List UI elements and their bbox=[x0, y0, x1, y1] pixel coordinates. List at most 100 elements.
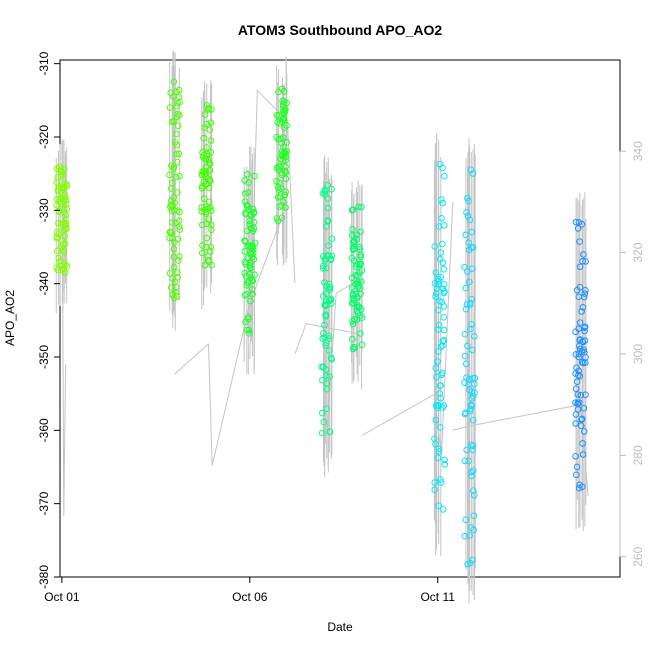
data-point bbox=[205, 198, 213, 206]
data-point bbox=[199, 242, 206, 249]
data-point bbox=[575, 371, 582, 379]
data-point bbox=[241, 237, 248, 244]
data-point bbox=[166, 234, 173, 242]
data-point bbox=[323, 302, 330, 309]
data-point bbox=[572, 328, 579, 336]
data-point bbox=[439, 506, 447, 513]
data-point bbox=[468, 441, 475, 449]
data-point bbox=[55, 208, 63, 215]
data-point bbox=[436, 255, 444, 263]
data-point bbox=[208, 106, 215, 113]
data-point bbox=[326, 283, 334, 291]
data-point bbox=[324, 181, 332, 189]
data-point bbox=[436, 297, 444, 305]
data-point bbox=[439, 199, 447, 207]
data-point bbox=[319, 409, 326, 417]
data-point bbox=[282, 157, 290, 164]
data-point bbox=[207, 243, 215, 251]
data-point bbox=[319, 265, 327, 272]
data-point bbox=[245, 179, 252, 186]
secondary-series-line bbox=[294, 323, 359, 355]
data-point bbox=[462, 409, 469, 417]
data-point bbox=[466, 386, 473, 394]
data-point bbox=[166, 171, 173, 179]
data-point bbox=[579, 304, 587, 311]
data-point bbox=[572, 453, 579, 460]
data-point bbox=[173, 292, 180, 300]
data-point bbox=[349, 292, 357, 299]
data-point bbox=[250, 256, 258, 263]
data-point bbox=[466, 278, 473, 286]
data-point bbox=[580, 251, 587, 258]
data-point bbox=[432, 364, 440, 372]
data-point bbox=[462, 231, 470, 239]
data-point bbox=[169, 180, 176, 187]
data-point bbox=[275, 136, 282, 143]
data-point bbox=[173, 130, 180, 138]
data-point bbox=[328, 252, 336, 260]
data-point bbox=[244, 254, 252, 262]
data-point bbox=[173, 113, 181, 121]
data-point bbox=[249, 249, 257, 256]
data-point bbox=[432, 416, 440, 424]
y-tick-label: -360 bbox=[37, 418, 51, 442]
data-point bbox=[201, 261, 209, 269]
data-point bbox=[277, 135, 285, 143]
data-point bbox=[168, 207, 175, 214]
data-point bbox=[434, 326, 442, 333]
data-point bbox=[461, 532, 469, 540]
data-point bbox=[467, 559, 474, 567]
data-point bbox=[205, 156, 213, 164]
data-point bbox=[203, 234, 211, 242]
data-point bbox=[327, 296, 334, 304]
data-point bbox=[573, 463, 581, 471]
data-point bbox=[175, 257, 182, 264]
data-point bbox=[321, 321, 328, 329]
data-point bbox=[203, 144, 210, 151]
data-point bbox=[355, 203, 362, 211]
data-point bbox=[249, 227, 257, 235]
data-point bbox=[176, 208, 183, 216]
data-point bbox=[275, 166, 283, 173]
data-point bbox=[244, 313, 252, 321]
data-point bbox=[280, 88, 288, 95]
data-point bbox=[432, 440, 439, 448]
data-point bbox=[55, 230, 63, 238]
data-point bbox=[56, 195, 64, 202]
data-point bbox=[352, 290, 360, 298]
data-point bbox=[576, 336, 584, 343]
data-point bbox=[207, 119, 215, 126]
data-point bbox=[461, 457, 469, 465]
data-point bbox=[435, 306, 442, 314]
data-point bbox=[326, 286, 334, 293]
data-point bbox=[578, 358, 586, 366]
data-point bbox=[465, 239, 472, 246]
data-point bbox=[468, 228, 476, 236]
data-point bbox=[432, 269, 440, 276]
data-point bbox=[463, 360, 470, 368]
data-point bbox=[170, 78, 178, 85]
data-point bbox=[279, 115, 287, 122]
data-point bbox=[201, 206, 209, 213]
y2-tick-label: 260 bbox=[631, 546, 645, 566]
data-point bbox=[574, 391, 582, 398]
data-point bbox=[465, 197, 472, 205]
data-point bbox=[60, 220, 68, 227]
data-point bbox=[325, 347, 333, 354]
data-point bbox=[358, 267, 366, 274]
data-point bbox=[319, 190, 327, 197]
data-point bbox=[322, 342, 329, 349]
data-point bbox=[59, 186, 67, 193]
data-point bbox=[467, 524, 475, 531]
data-point bbox=[438, 215, 445, 222]
data-point bbox=[174, 235, 182, 243]
y-tick-label: -330 bbox=[37, 198, 51, 222]
data-point bbox=[471, 333, 478, 340]
data-point bbox=[350, 296, 358, 304]
data-point bbox=[57, 220, 65, 227]
data-point bbox=[353, 231, 361, 238]
data-point bbox=[437, 479, 445, 486]
data-point bbox=[53, 195, 61, 203]
data-point bbox=[461, 379, 468, 387]
data-point bbox=[276, 163, 284, 170]
